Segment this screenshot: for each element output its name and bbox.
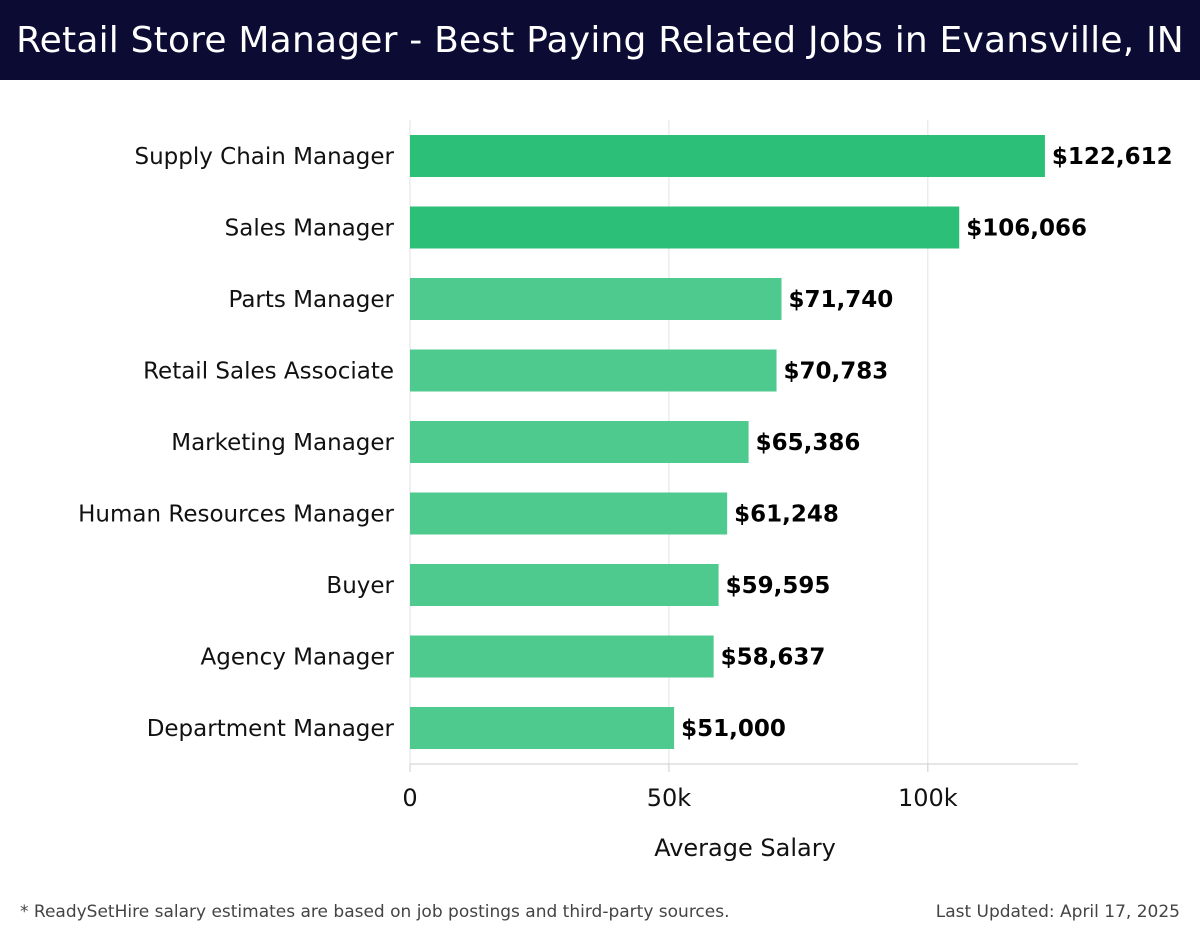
footer-note: * ReadySetHire salary estimates are base… (20, 902, 730, 922)
value-labels: $122,612 $106,066 $71,740 $70,783 $65,386 $61… (681, 144, 1173, 742)
category-labels: Supply Chain Manager Sales Manager Parts M… (78, 144, 394, 742)
x-tick-label: 0 (402, 784, 417, 812)
value-label: $58,637 (721, 645, 826, 671)
category-label: Buyer (326, 573, 394, 599)
bar (410, 492, 728, 535)
category-label: Marketing Manager (171, 430, 394, 456)
category-label: Supply Chain Manager (134, 144, 394, 170)
category-label: Retail Sales Associate (143, 359, 394, 385)
value-label: $51,000 (681, 716, 786, 742)
category-label: Department Manager (147, 716, 395, 742)
x-axis: 0 50k 100k (402, 763, 1078, 812)
x-tick-label: 100k (898, 784, 958, 812)
bar (410, 635, 714, 678)
bar (410, 349, 777, 392)
category-label: Human Resources Manager (78, 502, 394, 528)
last-updated: Last Updated: April 17, 2025 (935, 902, 1180, 922)
category-label: Agency Manager (201, 645, 395, 671)
bar (410, 278, 782, 320)
bar (410, 564, 719, 606)
value-label: $65,386 (756, 430, 861, 456)
x-axis-title: Average Salary (654, 834, 836, 862)
category-label: Sales Manager (225, 216, 395, 242)
bar (410, 206, 960, 249)
salary-bar-chart: Supply Chain Manager Sales Manager Parts M… (78, 120, 1173, 862)
bar (410, 707, 675, 749)
value-label: $106,066 (966, 216, 1087, 242)
chart-header: Retail Store Manager - Best Paying Relat… (0, 0, 1200, 80)
chart-title: Retail Store Manager - Best Paying Relat… (16, 19, 1184, 61)
value-label: $122,612 (1052, 144, 1173, 170)
value-label: $61,248 (734, 502, 839, 528)
value-label: $71,740 (788, 287, 893, 313)
value-label: $59,595 (726, 573, 831, 599)
bar (410, 135, 1045, 177)
x-tick-label: 50k (647, 784, 692, 812)
bars (410, 135, 1045, 749)
category-label: Parts Manager (228, 287, 394, 313)
footer: * ReadySetHire salary estimates are base… (0, 896, 1200, 926)
value-label: $70,783 (784, 359, 889, 385)
bar (410, 421, 749, 463)
